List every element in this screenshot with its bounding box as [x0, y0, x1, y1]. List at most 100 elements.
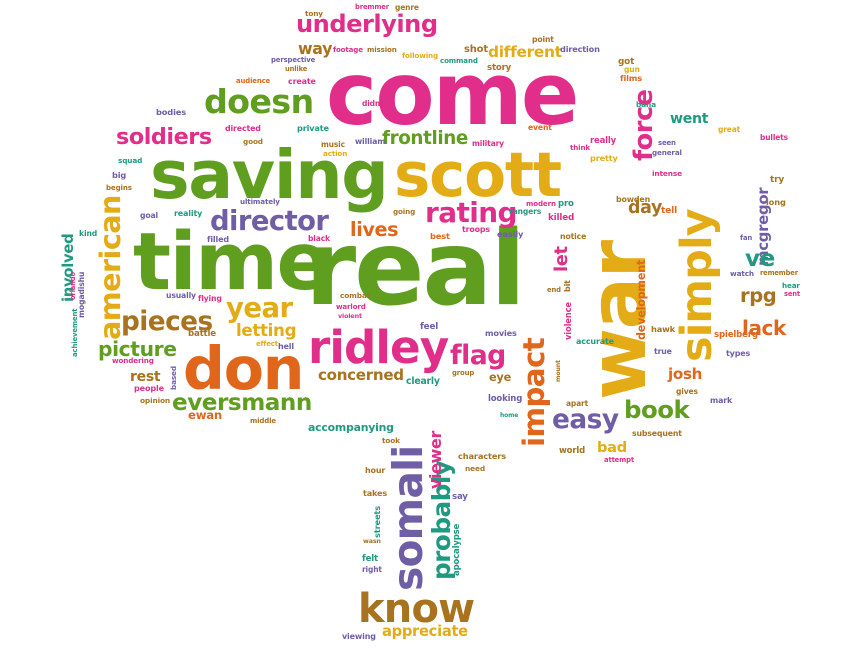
word: simply [672, 209, 722, 362]
word: group [452, 369, 475, 377]
word: characters [458, 451, 506, 461]
word: direction [560, 44, 600, 54]
word: right [362, 565, 382, 574]
word: took [382, 436, 400, 445]
word: rating [425, 196, 518, 229]
word: bullets [760, 133, 788, 142]
word: got [618, 57, 635, 67]
word: think [570, 143, 590, 152]
word: notice [560, 232, 587, 241]
word: different [488, 43, 562, 61]
word: day [628, 198, 662, 218]
word: footage [333, 45, 363, 54]
word: wasn [363, 538, 381, 545]
word: violence [563, 302, 573, 340]
word: didn [362, 99, 381, 108]
word: accurate [576, 337, 614, 346]
word: pretty [590, 153, 618, 163]
word: black [308, 234, 330, 243]
word: attempt [604, 456, 634, 464]
word: story [487, 63, 512, 73]
word: gun [624, 65, 640, 74]
word: intense [652, 169, 682, 178]
word: battle [188, 329, 216, 339]
word: bana [636, 100, 656, 109]
word: mission [367, 45, 397, 54]
word: begins [106, 183, 132, 192]
word: lives [350, 218, 399, 241]
word: going [393, 207, 416, 216]
word: frontline [382, 128, 468, 149]
word: time [133, 215, 330, 308]
word: bit [563, 280, 572, 292]
word: impact [517, 337, 551, 447]
word: long [766, 197, 786, 207]
word: ultimately [240, 197, 280, 206]
word: letting [236, 320, 297, 340]
word: eversmann [172, 390, 312, 416]
word: accompanying [308, 421, 394, 434]
word: filled [207, 235, 229, 244]
word: end [547, 286, 561, 294]
word: underlying [296, 10, 438, 38]
word: felt [362, 554, 378, 564]
word: troops [462, 225, 490, 234]
word: hour [365, 466, 386, 475]
word: know [358, 586, 475, 632]
word: tony [305, 9, 323, 18]
word: hear [782, 281, 800, 290]
word: tell [661, 206, 678, 216]
word: josh [668, 365, 703, 383]
word: appreciate [382, 623, 468, 640]
word: reality [174, 209, 203, 218]
word: hawk [651, 324, 676, 334]
word: event [528, 123, 552, 132]
word: bad [597, 439, 627, 456]
word: let [551, 246, 572, 272]
word: easily [497, 229, 524, 239]
word: kind [79, 229, 98, 238]
word: types [726, 349, 751, 358]
word: middle [250, 417, 277, 425]
word: rpg [740, 284, 777, 307]
word: book [624, 395, 690, 424]
word: scott [394, 140, 562, 211]
word: warlord [336, 302, 366, 311]
word: combat [340, 291, 371, 300]
word: sent [784, 290, 800, 298]
word: killed [548, 213, 575, 223]
word: wondering [112, 356, 154, 365]
word: world [559, 446, 586, 456]
word: somali [384, 445, 432, 591]
word: need [465, 464, 485, 473]
word: ve [745, 246, 775, 272]
word: streets [372, 506, 382, 538]
word: spielberg [714, 330, 758, 340]
word: people [134, 383, 164, 393]
word: pro [558, 199, 574, 209]
word: way [298, 39, 333, 58]
word: went [670, 111, 709, 127]
word: clearly [406, 376, 440, 387]
word: flag [450, 340, 506, 371]
word: subsequent [632, 429, 682, 438]
word: flying [198, 294, 222, 303]
word: audience [236, 77, 271, 85]
word: apart [566, 399, 589, 408]
word: remember [760, 269, 798, 277]
word: development [635, 259, 648, 340]
word: shot [464, 44, 488, 55]
word: following [402, 51, 438, 60]
word: lack [742, 316, 786, 340]
word: films [620, 73, 643, 83]
word: modern [526, 199, 556, 208]
word: action [323, 149, 348, 158]
word: bodies [156, 107, 186, 117]
word: don [183, 335, 304, 403]
word: create [288, 77, 316, 86]
word: eye [489, 371, 512, 384]
word: genre [395, 3, 419, 12]
word: movies [485, 328, 517, 338]
word: private [297, 123, 329, 133]
word: usually [166, 291, 196, 300]
